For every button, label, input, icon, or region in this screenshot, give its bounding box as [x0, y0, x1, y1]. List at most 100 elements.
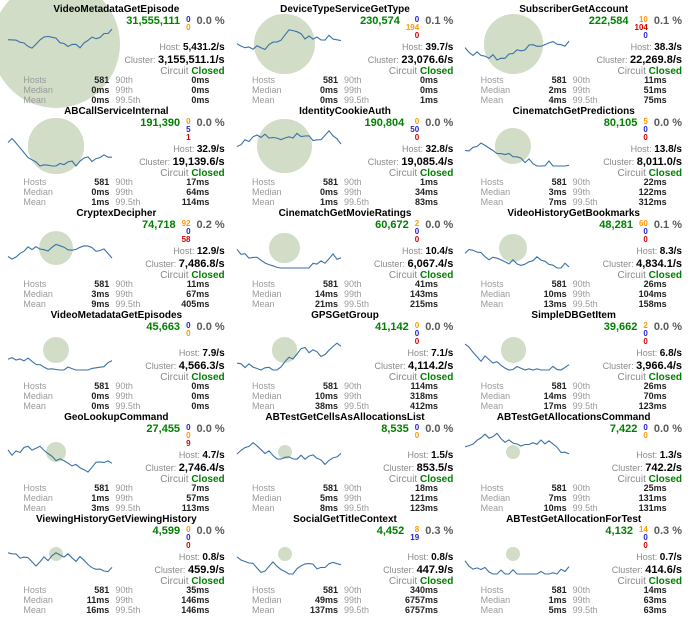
error-percentage[interactable]: 0.3 %: [425, 525, 454, 537]
secondary-count-2[interactable]: 0: [643, 533, 648, 542]
command-name[interactable]: IdentityCookieAuth: [299, 106, 391, 117]
success-count[interactable]: 191,390: [140, 117, 181, 129]
secondary-count-3[interactable]: 0: [414, 31, 420, 40]
secondary-count-1[interactable]: 2: [643, 321, 648, 330]
error-percentage[interactable]: 0.0 %: [653, 423, 682, 435]
success-count[interactable]: 48,281: [599, 219, 633, 231]
error-percentage[interactable]: 0.0 %: [425, 321, 454, 333]
command-name[interactable]: SocialGetTitleContext: [293, 514, 397, 525]
error-percentage[interactable]: 0.1 %: [425, 15, 454, 27]
success-count[interactable]: 190,804: [364, 117, 405, 129]
secondary-count-2[interactable]: 194: [405, 23, 420, 32]
success-count[interactable]: 27,455: [146, 423, 181, 435]
secondary-count-1[interactable]: 2: [414, 219, 420, 228]
error-percentage[interactable]: 0.0 %: [196, 525, 225, 537]
secondary-count-2[interactable]: 5: [186, 125, 191, 134]
error-percentage[interactable]: 0.0 %: [196, 321, 225, 333]
secondary-count-1[interactable]: 14: [638, 525, 648, 534]
command-name[interactable]: DeviceTypeServiceGetType: [280, 4, 410, 15]
success-count[interactable]: 4,452: [376, 525, 405, 537]
secondary-count-3[interactable]: 58: [181, 235, 191, 244]
secondary-count-1[interactable]: 0: [643, 423, 648, 432]
command-name[interactable]: VideoHistoryGetBookmarks: [507, 208, 640, 219]
success-count[interactable]: 80,105: [603, 117, 638, 129]
command-name[interactable]: ABTestGetAllocationsCommand: [496, 412, 651, 423]
command-name[interactable]: SimpleDBGetItem: [531, 310, 616, 321]
error-percentage[interactable]: 0.0 %: [196, 117, 225, 129]
error-percentage[interactable]: 0.0 %: [425, 219, 454, 231]
secondary-count-3[interactable]: 1: [186, 133, 191, 142]
secondary-count-2[interactable]: 0: [186, 23, 191, 32]
secondary-count-1[interactable]: 0: [186, 423, 191, 432]
error-percentage[interactable]: 0.3 %: [653, 525, 682, 537]
command-name[interactable]: CinematchGetPredictions: [512, 106, 635, 117]
secondary-count-2[interactable]: 0: [643, 227, 648, 236]
secondary-count-2[interactable]: 0: [186, 227, 191, 236]
secondary-count-1[interactable]: 0: [414, 423, 420, 432]
secondary-count-1[interactable]: 92: [181, 219, 191, 228]
secondary-count-3[interactable]: 0: [643, 235, 648, 244]
command-name[interactable]: ViewingHistoryGetViewingHistory: [35, 514, 197, 525]
secondary-count-2[interactable]: 0: [643, 125, 648, 134]
secondary-count-1[interactable]: 60: [638, 219, 648, 228]
command-name[interactable]: VideoMetadataGetEpisodes: [50, 310, 183, 321]
secondary-count-1[interactable]: 0: [186, 525, 191, 534]
secondary-count-1[interactable]: 0: [414, 117, 420, 126]
secondary-count-2[interactable]: 50: [410, 125, 420, 134]
secondary-count-3[interactable]: 0: [414, 235, 420, 244]
success-count[interactable]: 222,584: [588, 15, 629, 27]
command-name[interactable]: CryptexDecipher: [76, 208, 157, 219]
error-percentage[interactable]: 0.0 %: [653, 117, 682, 129]
secondary-count-1[interactable]: 10: [638, 15, 648, 24]
secondary-count-3[interactable]: 0: [414, 337, 420, 346]
error-percentage[interactable]: 0.0 %: [196, 423, 225, 435]
secondary-count-2[interactable]: 0: [186, 431, 191, 440]
secondary-count-1[interactable]: 5: [643, 117, 648, 126]
error-percentage[interactable]: 0.0 %: [425, 117, 454, 129]
secondary-count-2[interactable]: 19: [410, 533, 420, 542]
success-count[interactable]: 60,672: [375, 219, 409, 231]
command-name[interactable]: SubscriberGetAccount: [519, 4, 629, 15]
success-count[interactable]: 8,535: [381, 423, 409, 435]
success-count[interactable]: 230,574: [360, 15, 400, 27]
secondary-count-1[interactable]: 0: [414, 15, 420, 24]
command-name[interactable]: GPSGetGroup: [311, 310, 379, 321]
command-name[interactable]: GeoLookupCommand: [64, 412, 169, 423]
command-name[interactable]: CinematchGetMovieRatings: [278, 208, 412, 219]
command-name[interactable]: ABTestGetCellsAsAllocationsList: [265, 412, 425, 423]
command-name[interactable]: ABTestGetAllocationForTest: [506, 514, 642, 525]
secondary-count-3[interactable]: 0: [643, 541, 648, 550]
secondary-count-2[interactable]: 0: [643, 329, 648, 338]
success-count[interactable]: 74,718: [141, 219, 176, 231]
success-count[interactable]: 4,132: [605, 525, 633, 537]
secondary-count-2[interactable]: 104: [634, 23, 648, 32]
secondary-count-3[interactable]: 0: [643, 337, 648, 346]
success-count[interactable]: 7,422: [609, 423, 638, 435]
error-percentage[interactable]: 0.2 %: [196, 219, 225, 231]
secondary-count-1[interactable]: 0: [186, 117, 191, 126]
secondary-count-1[interactable]: 0: [186, 321, 191, 330]
secondary-count-3[interactable]: 0: [414, 133, 420, 142]
error-percentage[interactable]: 0.1 %: [653, 15, 682, 27]
secondary-count-2[interactable]: 0: [186, 329, 191, 338]
command-name[interactable]: ABCallServiceInternal: [64, 106, 169, 117]
secondary-count-1[interactable]: 8: [414, 525, 420, 534]
command-name[interactable]: VideoMetadataGetEpisode: [53, 4, 180, 15]
secondary-count-3[interactable]: 0: [643, 31, 648, 40]
error-percentage[interactable]: 0.0 %: [196, 15, 225, 27]
secondary-count-1[interactable]: 0: [186, 15, 191, 24]
secondary-count-3[interactable]: 9: [186, 439, 191, 448]
success-count[interactable]: 31,555,111: [126, 15, 181, 27]
error-percentage[interactable]: 0.0 %: [425, 423, 454, 435]
success-count[interactable]: 45,663: [146, 321, 181, 333]
secondary-count-3[interactable]: 0: [186, 541, 191, 550]
error-percentage[interactable]: 0.1 %: [653, 219, 682, 231]
secondary-count-1[interactable]: 0: [414, 321, 420, 330]
secondary-count-2[interactable]: 0: [414, 431, 420, 440]
error-percentage[interactable]: 0.0 %: [653, 321, 682, 333]
secondary-count-3[interactable]: 0: [643, 133, 648, 142]
secondary-count-2[interactable]: 0: [643, 431, 648, 440]
secondary-count-2[interactable]: 0: [414, 329, 420, 338]
success-count[interactable]: 39,662: [603, 321, 638, 333]
secondary-count-2[interactable]: 0: [414, 227, 420, 236]
